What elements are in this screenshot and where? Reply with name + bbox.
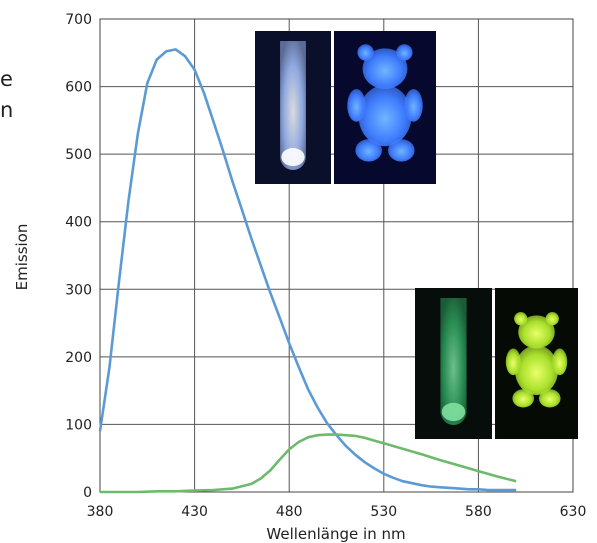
x-tick-label-3: 530 xyxy=(370,504,397,520)
y-tick-label-5: 500 xyxy=(65,147,92,163)
series-line-1 xyxy=(98,48,517,492)
y-tick-label-1: 100 xyxy=(65,417,92,433)
y-tick-label-0: 0 xyxy=(83,485,92,501)
series-line-2 xyxy=(100,433,517,494)
y-tick-label-4: 400 xyxy=(65,215,92,231)
green-tube-photo xyxy=(415,288,492,439)
blue-tube-photo xyxy=(255,31,331,184)
edge-text-1: e xyxy=(0,67,13,91)
x-tick-label-4: 580 xyxy=(465,504,492,520)
x-tick-label-1: 430 xyxy=(181,504,208,520)
plot-frame xyxy=(99,18,574,493)
x-tick-label-5: 630 xyxy=(560,504,587,520)
x-tick-label-0: 380 xyxy=(87,504,114,520)
y-tick-label-7: 700 xyxy=(65,12,92,28)
y-tick-label-3: 300 xyxy=(65,282,92,298)
inset-photos xyxy=(255,31,578,439)
y-axis-label: Emission xyxy=(13,224,31,291)
y-tick-label-2: 200 xyxy=(65,350,92,366)
blue-bear-photo xyxy=(334,31,436,184)
y-tick-label-6: 600 xyxy=(65,80,92,96)
x-tick-label-2: 480 xyxy=(276,504,303,520)
green-bear-photo xyxy=(495,288,578,439)
x-axis-label: Wellenlänge in nm xyxy=(266,525,405,543)
tick-labels: 380 430 480 530 580 630 0 100 200 300 400 500 600 700 xyxy=(65,12,586,520)
chart-marks xyxy=(98,48,517,494)
edge-text-2: n xyxy=(0,98,13,122)
